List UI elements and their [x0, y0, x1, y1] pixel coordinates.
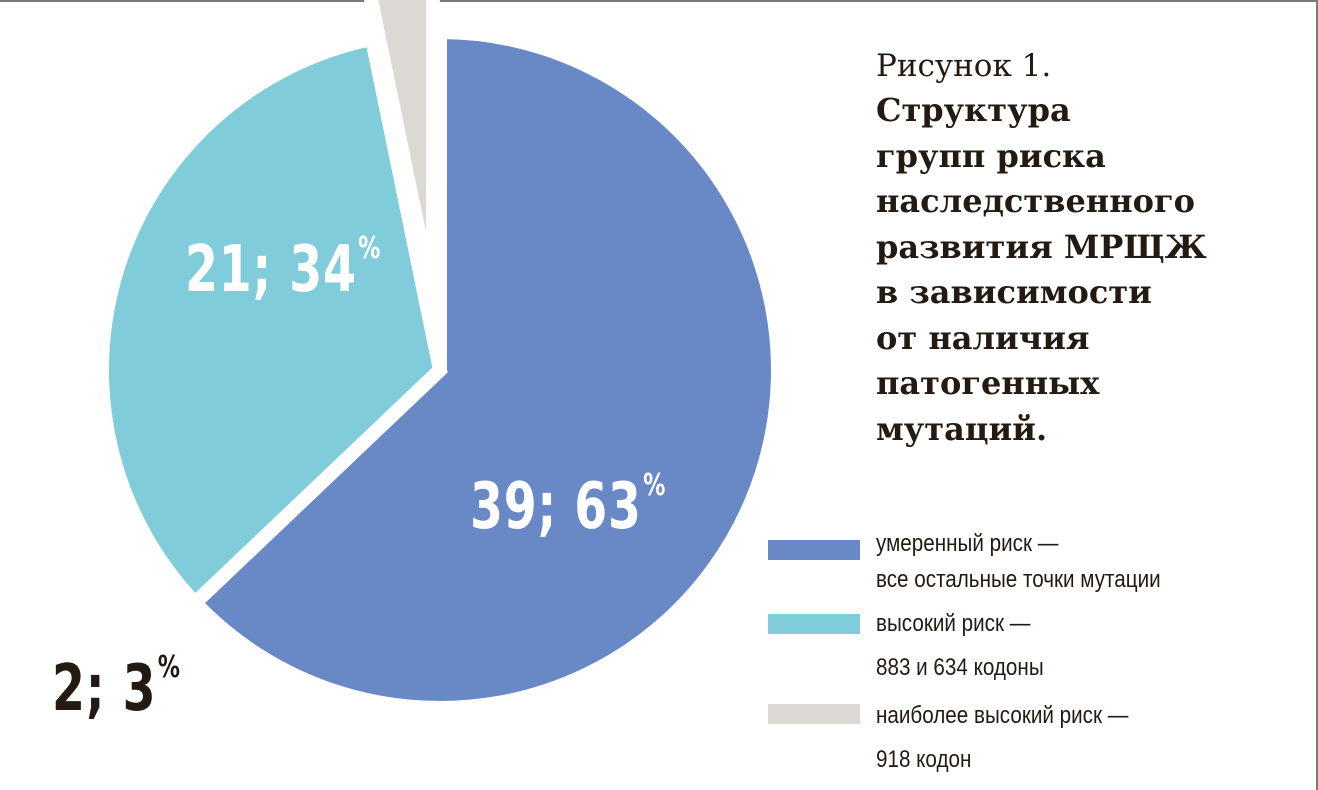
- slice-label-highest: 2; 3%: [52, 653, 181, 722]
- slice-label-high-value: 21; 34: [185, 233, 357, 307]
- pie-slice-highest: [364, 0, 440, 302]
- slice-label-moderate: 39; 63%: [470, 471, 666, 540]
- legend-item-highest: наиболее высокий риск — 918 кодон: [768, 702, 1288, 784]
- legend-label-highest: наиболее высокий риск —: [876, 702, 1129, 729]
- slice-label-high: 21; 34%: [185, 234, 381, 303]
- figure-caption: Рисунок 1. Структура групп риска наследс…: [876, 48, 1276, 452]
- legend-text-moderate: умеренный риск — все остальные точки мут…: [876, 526, 1161, 598]
- slice-label-highest-unit: %: [157, 650, 181, 685]
- legend-swatch-high: [768, 614, 860, 634]
- pie-slice-moderate: [185, 24, 785, 715]
- figure-number: Рисунок 1.: [876, 48, 1052, 84]
- legend-text-highest: наиболее высокий риск — 918 кодон: [876, 698, 1128, 778]
- slice-label-highest-value: 2; 3: [52, 652, 157, 726]
- legend-swatch-moderate: [768, 540, 860, 560]
- legend-item-moderate: умеренный риск — все остальные точки мут…: [768, 530, 1288, 612]
- legend-item-high: высокий риск — 883 и 634 кодоны: [768, 610, 1288, 692]
- pie-slice-high: [95, 30, 448, 613]
- legend-desc-moderate: все остальные точки мутации: [876, 566, 1161, 593]
- legend-swatch-highest: [768, 704, 860, 724]
- legend-desc-high: 883 и 634 кодоны: [876, 654, 1044, 681]
- legend-label-moderate: умеренный риск —: [876, 530, 1059, 557]
- slice-label-moderate-value: 39; 63: [470, 470, 642, 544]
- legend-desc-highest: 918 кодон: [876, 746, 972, 773]
- slice-label-moderate-unit: %: [643, 468, 667, 503]
- slice-label-high-unit: %: [358, 231, 382, 266]
- chart-title: Структура групп риска наследственного ра…: [876, 91, 1207, 448]
- legend-text-high: высокий риск — 883 и 634 кодоны: [876, 606, 1044, 686]
- legend-label-high: высокий риск —: [876, 610, 1031, 637]
